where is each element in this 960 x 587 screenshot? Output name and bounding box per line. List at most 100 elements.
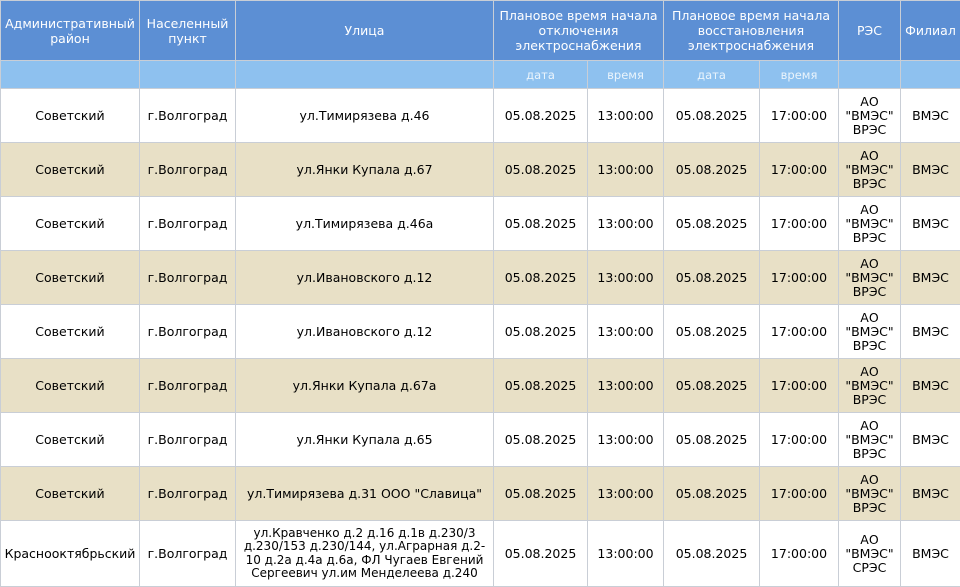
cell-restore-date: 05.08.2025 <box>663 142 760 197</box>
cell-branch: ВМЭС <box>900 250 960 305</box>
header-restore-start: Плановое время начала восстановления эле… <box>663 0 839 61</box>
cell-off-date: 05.08.2025 <box>493 196 588 251</box>
cell-street: ул.Кравченко д.2 д.16 д.1в д.230/3 д.230… <box>235 520 494 587</box>
cell-restore-date: 05.08.2025 <box>663 196 760 251</box>
cell-locality: г.Волгоград <box>139 250 236 305</box>
cell-street: ул.Тимирязева д.46 <box>235 88 494 143</box>
table-row: Советский г.Волгоград ул.Тимирязева д.46… <box>0 196 960 251</box>
cell-off-time: 13:00:00 <box>587 520 664 587</box>
cell-branch: ВМЭС <box>900 358 960 413</box>
cell-branch: ВМЭС <box>900 412 960 467</box>
cell-branch: ВМЭС <box>900 520 960 587</box>
cell-street: ул.Янки Купала д.67а <box>235 358 494 413</box>
table-row: Советский г.Волгоград ул.Тимирязева д.31… <box>0 466 960 521</box>
cell-res: АО "ВМЭС" ВРЭС <box>838 412 901 467</box>
cell-locality: г.Волгоград <box>139 196 236 251</box>
cell-locality: г.Волгоград <box>139 520 236 587</box>
cell-restore-time: 17:00:00 <box>759 142 839 197</box>
cell-res: АО "ВМЭС" ВРЭС <box>838 250 901 305</box>
cell-restore-time: 17:00:00 <box>759 196 839 251</box>
header-district: Административный район <box>0 0 140 61</box>
cell-street: ул.Тимирязева д.31 ООО "Славица" <box>235 466 494 521</box>
table-row: Советский г.Волгоград ул.Ивановского д.1… <box>0 250 960 305</box>
cell-locality: г.Волгоград <box>139 358 236 413</box>
subheader-restore-time: время <box>759 60 839 89</box>
cell-locality: г.Волгоград <box>139 142 236 197</box>
cell-street: ул.Ивановского д.12 <box>235 304 494 359</box>
cell-res: АО "ВМЭС" СРЭС <box>838 520 901 587</box>
cell-off-time: 13:00:00 <box>587 142 664 197</box>
cell-branch: ВМЭС <box>900 304 960 359</box>
subheader-empty <box>838 60 901 89</box>
cell-res: АО "ВМЭС" ВРЭС <box>838 304 901 359</box>
cell-off-date: 05.08.2025 <box>493 142 588 197</box>
header-row: Административный район Населенный пункт … <box>0 0 960 61</box>
cell-off-date: 05.08.2025 <box>493 358 588 413</box>
cell-off-date: 05.08.2025 <box>493 466 588 521</box>
cell-restore-date: 05.08.2025 <box>663 250 760 305</box>
cell-off-time: 13:00:00 <box>587 88 664 143</box>
cell-restore-date: 05.08.2025 <box>663 304 760 359</box>
subheader-restore-date: дата <box>663 60 760 89</box>
cell-off-date: 05.08.2025 <box>493 250 588 305</box>
subheader-empty <box>139 60 236 89</box>
subheader-empty <box>235 60 494 89</box>
cell-restore-date: 05.08.2025 <box>663 466 760 521</box>
cell-restore-date: 05.08.2025 <box>663 358 760 413</box>
cell-restore-time: 17:00:00 <box>759 466 839 521</box>
cell-district: Советский <box>0 142 140 197</box>
cell-off-date: 05.08.2025 <box>493 88 588 143</box>
cell-branch: ВМЭС <box>900 142 960 197</box>
cell-district: Советский <box>0 88 140 143</box>
cell-restore-time: 17:00:00 <box>759 412 839 467</box>
subheader-off-date: дата <box>493 60 588 89</box>
cell-restore-time: 17:00:00 <box>759 304 839 359</box>
cell-off-date: 05.08.2025 <box>493 412 588 467</box>
subheader-row: дата время дата время <box>0 60 960 89</box>
cell-res: АО "ВМЭС" ВРЭС <box>838 196 901 251</box>
cell-branch: ВМЭС <box>900 466 960 521</box>
cell-street: ул.Тимирязева д.46а <box>235 196 494 251</box>
cell-locality: г.Волгоград <box>139 412 236 467</box>
cell-locality: г.Волгоград <box>139 88 236 143</box>
table-row: Советский г.Волгоград ул.Тимирязева д.46… <box>0 88 960 143</box>
cell-district: Советский <box>0 250 140 305</box>
subheader-off-time: время <box>587 60 664 89</box>
cell-district: Краснооктябрьский <box>0 520 140 587</box>
cell-res: АО "ВМЭС" ВРЭС <box>838 358 901 413</box>
header-branch: Филиал <box>900 0 960 61</box>
cell-street: ул.Янки Купала д.67 <box>235 142 494 197</box>
cell-restore-time: 17:00:00 <box>759 250 839 305</box>
cell-locality: г.Волгоград <box>139 304 236 359</box>
cell-restore-date: 05.08.2025 <box>663 520 760 587</box>
table-body: Советский г.Волгоград ул.Тимирязева д.46… <box>0 88 960 587</box>
header-locality: Населенный пункт <box>139 0 236 61</box>
cell-locality: г.Волгоград <box>139 466 236 521</box>
cell-district: Советский <box>0 466 140 521</box>
cell-restore-date: 05.08.2025 <box>663 412 760 467</box>
cell-restore-time: 17:00:00 <box>759 520 839 587</box>
subheader-empty <box>0 60 140 89</box>
cell-district: Советский <box>0 358 140 413</box>
cell-branch: ВМЭС <box>900 196 960 251</box>
cell-district: Советский <box>0 412 140 467</box>
table-row: Советский г.Волгоград ул.Янки Купала д.6… <box>0 358 960 413</box>
cell-off-date: 05.08.2025 <box>493 304 588 359</box>
cell-district: Советский <box>0 304 140 359</box>
table-header: Административный район Населенный пункт … <box>0 0 960 89</box>
cell-off-date: 05.08.2025 <box>493 520 588 587</box>
cell-restore-time: 17:00:00 <box>759 88 839 143</box>
cell-off-time: 13:00:00 <box>587 250 664 305</box>
table-row: Советский г.Волгоград ул.Янки Купала д.6… <box>0 412 960 467</box>
header-res: РЭС <box>838 0 901 61</box>
cell-restore-date: 05.08.2025 <box>663 88 760 143</box>
table-row: Краснооктябрьский г.Волгоград ул.Кравчен… <box>0 520 960 587</box>
cell-off-time: 13:00:00 <box>587 304 664 359</box>
cell-district: Советский <box>0 196 140 251</box>
cell-street: ул.Янки Купала д.65 <box>235 412 494 467</box>
cell-branch: ВМЭС <box>900 88 960 143</box>
cell-street: ул.Ивановского д.12 <box>235 250 494 305</box>
table-row: Советский г.Волгоград ул.Ивановского д.1… <box>0 304 960 359</box>
cell-res: АО "ВМЭС" ВРЭС <box>838 88 901 143</box>
cell-off-time: 13:00:00 <box>587 466 664 521</box>
